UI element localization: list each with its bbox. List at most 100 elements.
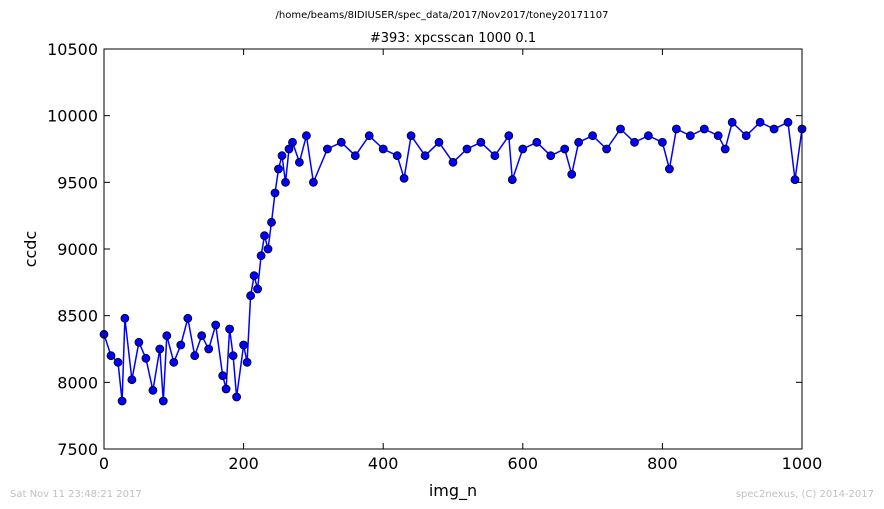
data-point (106, 351, 116, 361)
footer-credit: spec2nexus, (C) 2014-2017 (736, 489, 874, 500)
data-point (162, 331, 172, 341)
data-point (392, 151, 402, 161)
data-point (658, 137, 667, 147)
data-point (263, 244, 273, 254)
chart-title: #393: xpcsscan 1000 0.1 (370, 31, 536, 46)
data-point (117, 396, 127, 406)
data-point (242, 357, 252, 367)
data-point (225, 324, 235, 334)
data-point (270, 188, 280, 198)
data-point (644, 131, 653, 141)
data-point (420, 151, 430, 161)
y-tick-label: 8000 (57, 373, 98, 392)
data-point (588, 131, 597, 141)
x-tick-label: 400 (368, 454, 399, 473)
data-point (141, 353, 151, 363)
data-point (616, 124, 625, 134)
data-point (228, 351, 238, 361)
data-point (741, 131, 751, 141)
data-point (113, 357, 123, 367)
data-point (434, 137, 444, 147)
data-point (560, 144, 570, 154)
data-point (127, 375, 137, 385)
data-point (249, 271, 259, 281)
data-point (218, 371, 228, 381)
data-point (155, 344, 165, 354)
data-point (176, 340, 186, 350)
ticks-layer: 0 200 400 600 800 1000 7500 8000 8500 9000 9500 100… (47, 40, 822, 473)
chart-suptitle: /home/beams/8IDIUSER/spec_data/2017/Nov2… (276, 10, 609, 21)
data-point (699, 124, 709, 134)
data-point (574, 137, 583, 147)
y-axis-label: ccdc (21, 231, 40, 268)
data-point (448, 157, 458, 167)
x-axis-label: img_n (429, 481, 477, 501)
data-point (204, 344, 214, 354)
x-tick-label: 600 (508, 454, 539, 473)
y-tick-label: 10500 (47, 40, 98, 59)
data-point (504, 131, 514, 141)
data-point (350, 151, 360, 161)
series-layer (99, 117, 807, 406)
data-point (336, 137, 346, 147)
data-point (158, 396, 168, 406)
data-point (685, 131, 695, 141)
data-point (239, 340, 249, 350)
data-point (790, 175, 800, 185)
x-tick-label: 200 (228, 454, 259, 473)
y-tick-label: 9500 (57, 173, 98, 192)
data-point (720, 144, 730, 154)
data-point (256, 251, 266, 261)
data-point (301, 131, 311, 141)
data-point (665, 164, 674, 174)
footer-timestamp: Sat Nov 11 23:48:21 2017 (10, 489, 142, 500)
data-point (288, 137, 297, 147)
data-point (630, 137, 639, 147)
data-point (476, 137, 486, 147)
data-point (267, 217, 276, 227)
x-tick-label: 0 (99, 454, 109, 473)
data-point (783, 117, 793, 127)
y-tick-label: 9000 (57, 240, 98, 259)
data-point (755, 117, 765, 127)
data-point (406, 131, 416, 141)
y-tick-label: 8500 (57, 307, 98, 326)
data-point (769, 124, 779, 134)
data-point (294, 157, 304, 167)
data-point (322, 144, 332, 154)
data-point (260, 231, 269, 241)
data-point (399, 173, 409, 183)
plot-frame (103, 48, 803, 450)
data-point (277, 151, 287, 161)
data-point (490, 151, 500, 161)
data-point (246, 291, 256, 301)
data-point (364, 131, 374, 141)
x-tick-label: 1000 (782, 454, 823, 473)
data-point (518, 144, 528, 154)
data-point (532, 137, 542, 147)
data-point (169, 357, 179, 367)
data-point (197, 331, 207, 341)
data-point (284, 144, 294, 154)
x-tick-label: 800 (647, 454, 678, 473)
data-point (546, 151, 556, 161)
data-point (211, 320, 221, 330)
data-point (507, 175, 517, 185)
data-point (253, 284, 263, 294)
y-tick-label: 7500 (57, 440, 98, 459)
data-point (727, 117, 737, 127)
data-point (190, 351, 200, 361)
data-point (567, 169, 577, 179)
y-tick-label: 10000 (47, 107, 98, 126)
data-point (232, 392, 242, 402)
data-point (713, 131, 723, 141)
data-point (274, 164, 283, 174)
data-point (221, 384, 231, 394)
data-point (378, 144, 388, 154)
data-point (281, 177, 290, 187)
data-point (308, 177, 318, 187)
data-point (462, 144, 472, 154)
data-point (183, 313, 193, 323)
data-point (120, 313, 130, 323)
